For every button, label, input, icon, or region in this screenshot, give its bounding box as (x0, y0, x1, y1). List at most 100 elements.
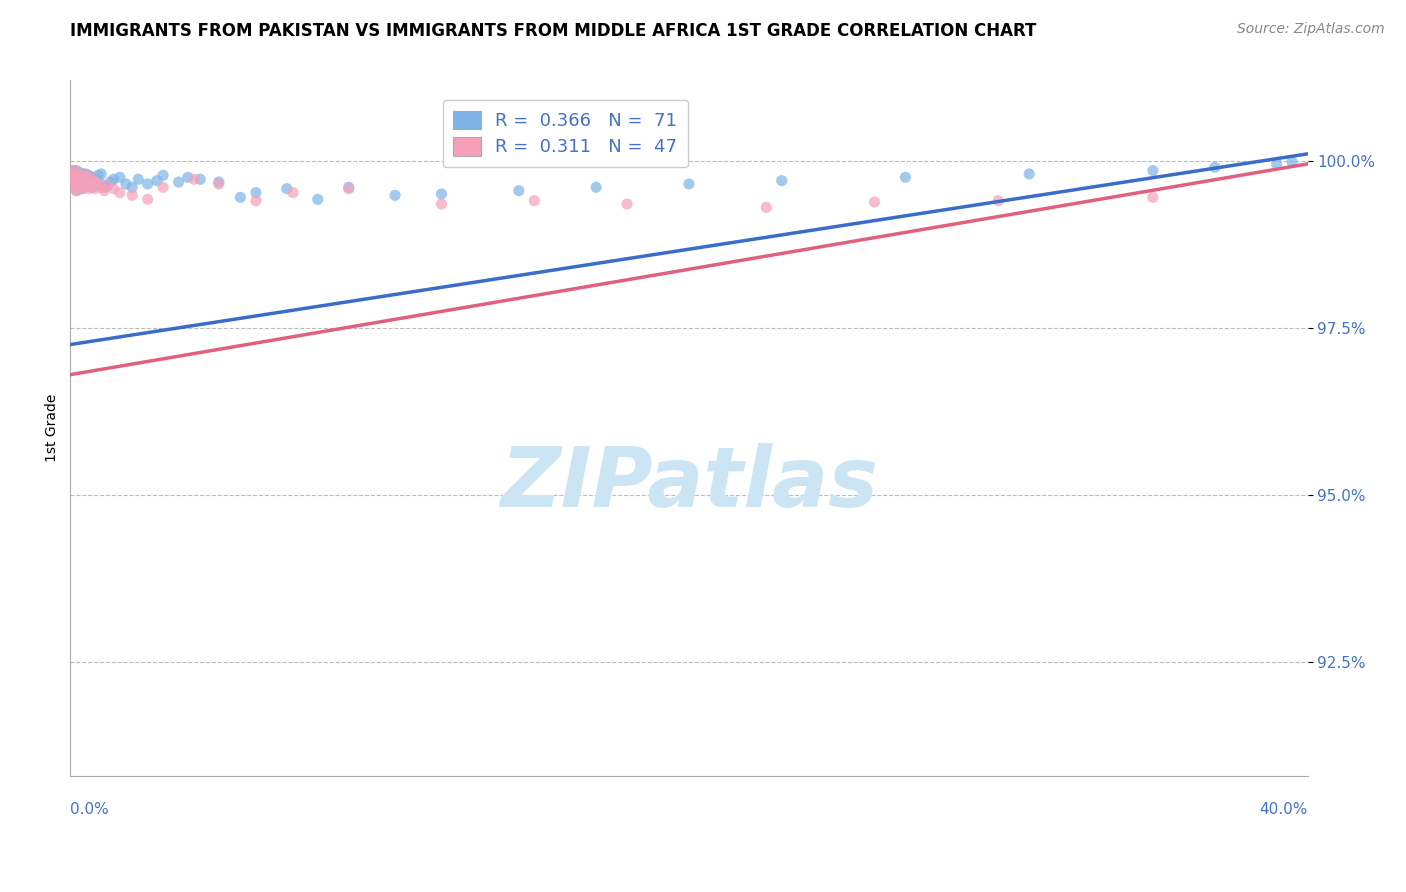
Point (62, 163, 84, 178)
Point (1265, 157, 1288, 171)
Point (65, 167, 87, 181)
Point (87, 178, 110, 194)
Point (72, 175, 94, 189)
Point (208, 175, 231, 189)
Point (65, 163, 87, 178)
Point (75, 168, 97, 182)
Point (75, 178, 97, 194)
Point (127, 172, 149, 186)
Point (1018, 167, 1040, 181)
Text: 40.0%: 40.0% (1260, 803, 1308, 817)
Point (177, 170, 200, 185)
Point (65, 184, 87, 198)
Point (770, 173, 793, 187)
Point (90, 180, 112, 194)
Point (65, 170, 87, 185)
Point (208, 177, 231, 191)
Point (430, 197, 453, 211)
Point (77, 168, 100, 182)
Point (103, 181, 125, 195)
Point (62, 168, 84, 182)
Point (80, 170, 103, 185)
Point (62, 173, 84, 187)
Point (75, 167, 97, 181)
Point (307, 193, 329, 207)
Point (77, 170, 100, 185)
Point (96, 178, 118, 194)
Point (146, 173, 169, 187)
Point (69, 177, 91, 191)
Point (1142, 163, 1164, 178)
Point (69, 181, 91, 195)
Point (77, 173, 100, 187)
Point (430, 186, 453, 201)
Point (93, 184, 115, 198)
Point (77, 178, 100, 194)
Point (115, 177, 138, 191)
Point (62, 172, 84, 186)
Point (894, 170, 917, 185)
Point (245, 194, 267, 208)
Point (678, 177, 700, 191)
Point (75, 178, 97, 194)
Point (77, 177, 100, 191)
Point (62, 163, 84, 178)
Point (65, 177, 87, 191)
Point (69, 178, 91, 194)
Point (72, 175, 94, 189)
Point (69, 165, 91, 179)
Point (585, 180, 607, 194)
Point (69, 181, 91, 195)
Point (72, 180, 94, 194)
Point (183, 172, 205, 186)
Text: Source: ZipAtlas.com: Source: ZipAtlas.com (1237, 22, 1385, 37)
Point (152, 180, 174, 194)
Point (337, 180, 360, 194)
Point (65, 184, 87, 198)
Point (72, 178, 94, 194)
Point (108, 170, 131, 185)
Point (84, 175, 107, 189)
Point (103, 172, 125, 186)
Point (245, 186, 267, 200)
Point (276, 181, 298, 195)
Point (90, 167, 112, 181)
Point (987, 194, 1010, 208)
Text: IMMIGRANTS FROM PAKISTAN VS IMMIGRANTS FROM MIDDLE AFRICA 1ST GRADE CORRELATION : IMMIGRANTS FROM PAKISTAN VS IMMIGRANTS F… (70, 22, 1036, 40)
Point (188, 172, 211, 186)
Point (755, 200, 778, 214)
Point (69, 172, 91, 186)
Point (87, 168, 110, 182)
Point (1204, 160, 1226, 174)
Point (108, 186, 131, 200)
Point (136, 177, 159, 191)
Point (281, 186, 304, 200)
Point (80, 172, 103, 186)
Point (72, 167, 94, 181)
Point (62, 177, 84, 191)
Point (80, 180, 103, 194)
Point (65, 165, 87, 179)
Point (229, 190, 252, 204)
Point (100, 175, 122, 189)
Y-axis label: 1st Grade: 1st Grade (45, 394, 59, 462)
Point (65, 173, 87, 187)
Point (65, 180, 87, 194)
Point (508, 184, 530, 198)
Point (96, 178, 118, 194)
Point (84, 181, 107, 195)
Point (62, 170, 84, 185)
Point (1281, 154, 1303, 169)
Point (167, 175, 190, 189)
Point (863, 194, 886, 209)
Point (72, 181, 94, 195)
Point (77, 181, 100, 195)
Point (523, 194, 546, 208)
Point (384, 188, 406, 202)
Point (1142, 190, 1164, 204)
Point (75, 170, 97, 185)
Point (75, 173, 97, 187)
Point (75, 175, 97, 189)
Point (72, 170, 94, 185)
Point (121, 180, 143, 194)
